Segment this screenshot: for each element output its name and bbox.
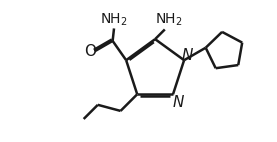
Text: N: N (182, 48, 193, 63)
Text: N: N (172, 95, 184, 109)
Text: O: O (84, 44, 96, 59)
Text: NH$_2$: NH$_2$ (155, 12, 183, 28)
Text: NH$_2$: NH$_2$ (100, 11, 128, 28)
